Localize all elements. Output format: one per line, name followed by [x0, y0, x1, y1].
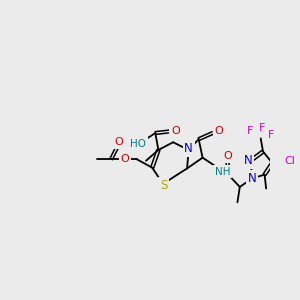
Text: Cl: Cl	[284, 156, 295, 166]
Text: HO: HO	[130, 139, 146, 149]
Text: F: F	[268, 130, 275, 140]
Text: NH: NH	[215, 167, 230, 176]
Text: O: O	[223, 151, 232, 161]
Text: S: S	[160, 179, 167, 192]
Text: O: O	[115, 137, 123, 147]
Text: F: F	[259, 123, 266, 133]
Text: N: N	[244, 154, 253, 167]
Text: O: O	[171, 127, 180, 136]
Text: F: F	[247, 126, 253, 136]
Text: N: N	[248, 172, 256, 185]
Text: O: O	[214, 127, 223, 136]
Text: N: N	[184, 142, 193, 155]
Text: O: O	[121, 154, 130, 164]
